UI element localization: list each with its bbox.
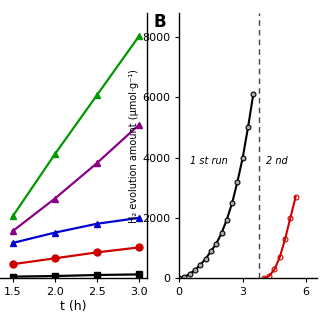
Text: 2 nd: 2 nd (266, 156, 288, 166)
Y-axis label: H₂ evolution amount (μmol·g⁻¹): H₂ evolution amount (μmol·g⁻¹) (129, 69, 139, 222)
X-axis label: t (h): t (h) (60, 300, 87, 313)
Text: B: B (154, 13, 166, 31)
Text: 1 st run: 1 st run (190, 156, 228, 166)
